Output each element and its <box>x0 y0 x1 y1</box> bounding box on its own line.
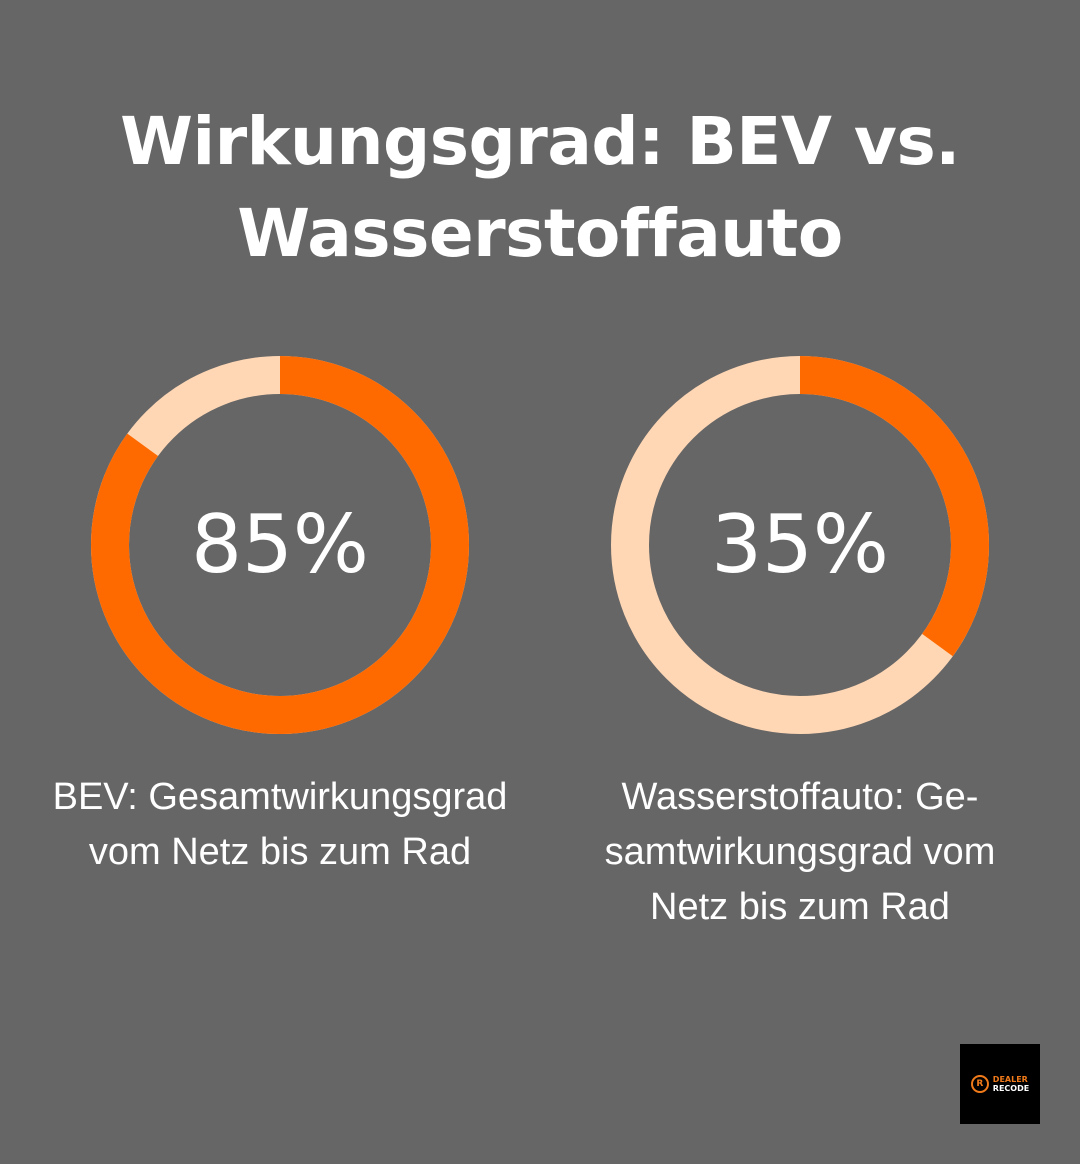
hydrogen-percent-label: 35% <box>711 498 889 591</box>
hydrogen-donut-svg <box>611 356 989 734</box>
logo-mark-icon: R <box>970 1075 989 1093</box>
title-line-1: Wirkungsgrad: BEV vs. <box>120 103 960 180</box>
dealer-recode-logo: R DEALER RECODE <box>960 1044 1040 1124</box>
logo-line-1: DEALER <box>992 1075 1028 1084</box>
logo-content: R DEALER RECODE <box>970 1075 1029 1093</box>
hydrogen-caption-line-3: Netz bis zum Rad <box>650 886 950 928</box>
hydrogen-caption: Wasserstoffauto: Ge- samtwirkungsgrad vo… <box>550 770 1050 935</box>
hydrogen-caption-line-1: Wasserstoffauto: Ge- <box>621 776 979 818</box>
bev-caption-line-1: BEV: Gesamtwirkungsgrad <box>52 776 508 818</box>
page-title: Wirkungsgrad: BEV vs. Wasserstoffauto <box>0 96 1080 280</box>
title-line-2: Wasserstoffauto <box>237 195 843 272</box>
bev-donut-svg <box>91 356 469 734</box>
logo-text: DEALER RECODE <box>993 1075 1029 1093</box>
logo-line-2: RECODE <box>992 1084 1030 1093</box>
bev-caption-line-2: vom Netz bis zum Rad <box>88 831 472 873</box>
bev-donut-value-arc <box>91 356 469 734</box>
bev-donut-chart: 85% <box>90 355 470 735</box>
hydrogen-donut-value-arc <box>611 356 989 734</box>
bev-caption: BEV: Gesamtwirkungsgrad vom Netz bis zum… <box>30 770 530 880</box>
hydrogen-donut-chart: 35% <box>610 355 990 735</box>
bev-percent-label: 85% <box>191 498 369 591</box>
hydrogen-caption-line-2: samtwirkungsgrad vom <box>604 831 996 873</box>
